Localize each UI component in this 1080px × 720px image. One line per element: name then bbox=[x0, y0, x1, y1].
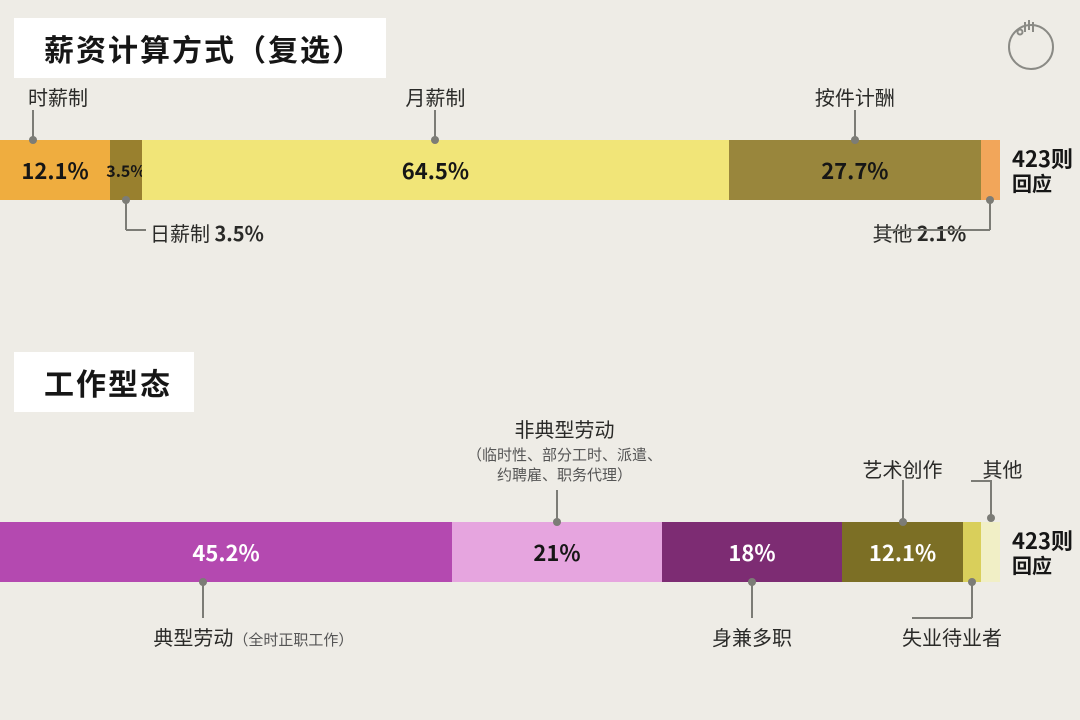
callout-label: 身兼多职 bbox=[712, 622, 792, 651]
bar-segment: 12.1% bbox=[0, 140, 110, 200]
leader-dot bbox=[851, 136, 859, 144]
bar-segment bbox=[981, 522, 1000, 582]
stacked-bar: 45.2%21%18%12.1% bbox=[0, 522, 1000, 582]
response-count: 423则回应 bbox=[1012, 522, 1073, 582]
leader-line bbox=[751, 582, 753, 618]
leader-dot bbox=[553, 518, 561, 526]
leader-dot bbox=[748, 578, 756, 586]
leader-dot bbox=[987, 514, 995, 522]
leader-dot bbox=[29, 136, 37, 144]
leader-line bbox=[990, 480, 992, 518]
leader-line bbox=[971, 480, 991, 482]
leader-line bbox=[126, 229, 146, 231]
callout-label: 典型劳动（全时正职工作） bbox=[153, 622, 353, 651]
callout-label: 月薪制 bbox=[405, 82, 465, 111]
callout-label: 其他 2.1% bbox=[872, 218, 966, 247]
bar-segment: 3.5% bbox=[110, 140, 142, 200]
bar-segment bbox=[981, 140, 1000, 200]
leader-line bbox=[989, 200, 991, 230]
bar-segment: 18% bbox=[662, 522, 842, 582]
leader-line bbox=[912, 617, 972, 619]
bar-segment: 64.5% bbox=[142, 140, 729, 200]
chart1-title: 薪资计算方式（复选） bbox=[14, 18, 386, 78]
callout-label: 日薪制 3.5% bbox=[150, 218, 264, 247]
stacked-bar: 12.1%3.5%64.5%27.7% bbox=[0, 140, 1000, 200]
leader-dot bbox=[899, 518, 907, 526]
leader-line bbox=[971, 582, 973, 618]
leader-dot bbox=[122, 196, 130, 204]
bar-segment bbox=[963, 522, 981, 582]
chart-section-worktype: 工作型态 45.2%21%18%12.1%423则回应典型劳动（全时正职工作）非… bbox=[0, 352, 1080, 582]
leader-dot bbox=[199, 578, 207, 586]
bar-segment: 45.2% bbox=[0, 522, 452, 582]
leader-line bbox=[902, 480, 904, 522]
chart1-bar-area: 12.1%3.5%64.5%27.7%423则回应时薪制日薪制 3.5%月薪制按… bbox=[0, 140, 1080, 200]
bar-segment: 27.7% bbox=[729, 140, 981, 200]
callout-label: 时薪制 bbox=[28, 82, 88, 111]
leader-dot bbox=[986, 196, 994, 204]
chart-section-salary: 薪资计算方式（复选） 12.1%3.5%64.5%27.7%423则回应时薪制日… bbox=[0, 18, 1080, 200]
leader-line bbox=[202, 582, 204, 618]
bar-segment: 12.1% bbox=[842, 522, 963, 582]
callout-label: 非典型劳动（临时性、部分工时、派遣、约聘雇、职务代理） bbox=[467, 414, 662, 484]
callout-label: 其他 bbox=[983, 454, 1023, 483]
bar-segment: 21% bbox=[452, 522, 662, 582]
callout-label: 按件计酬 bbox=[815, 82, 895, 111]
callout-label: 失业待业者 bbox=[902, 622, 1002, 651]
leader-line bbox=[125, 200, 127, 230]
leader-line bbox=[880, 229, 990, 231]
callout-label: 艺术创作 bbox=[863, 454, 943, 483]
response-count: 423则回应 bbox=[1012, 140, 1073, 200]
leader-dot bbox=[968, 578, 976, 586]
chart2-bar-area: 45.2%21%18%12.1%423则回应典型劳动（全时正职工作）非典型劳动（… bbox=[0, 522, 1080, 582]
chart2-title: 工作型态 bbox=[14, 352, 194, 412]
